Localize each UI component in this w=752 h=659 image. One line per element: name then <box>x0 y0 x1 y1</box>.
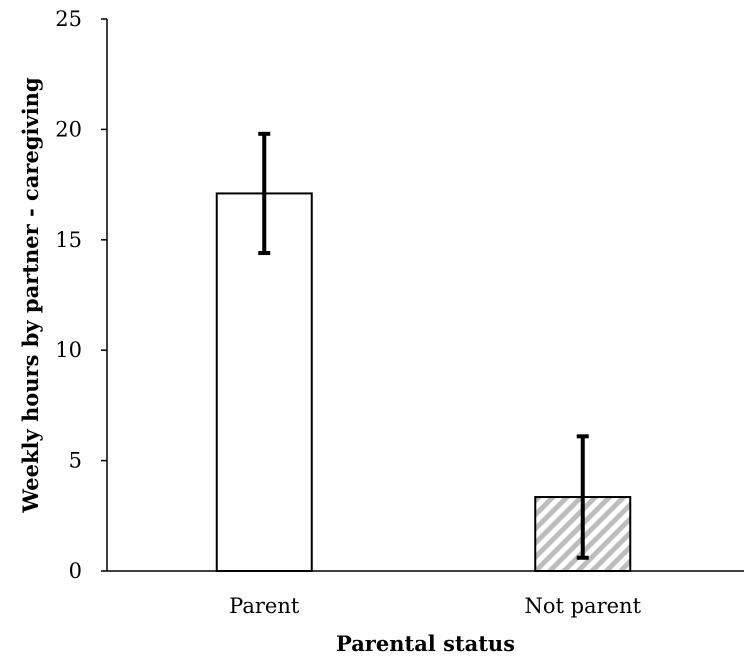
y-tick-label: 0 <box>69 559 82 583</box>
x-axis-tick-labels: Parent Not parent <box>229 594 641 618</box>
error-bars <box>258 131 589 560</box>
y-tick-label: 5 <box>69 449 82 473</box>
y-tick-label: 15 <box>55 228 82 252</box>
y-axis-title: Weekly hours by partner - caregiving <box>18 77 43 514</box>
bars <box>215 192 632 573</box>
x-axis-title: Parental status <box>336 631 515 656</box>
x-tick-label: Not parent <box>524 594 641 618</box>
x-tick-label: Parent <box>229 594 300 618</box>
y-tick-label: 20 <box>55 117 82 141</box>
y-tick-label: 10 <box>55 338 82 362</box>
y-tick-label: 25 <box>55 7 82 31</box>
y-axis-ticks: 0 5 10 15 20 25 <box>55 7 107 583</box>
